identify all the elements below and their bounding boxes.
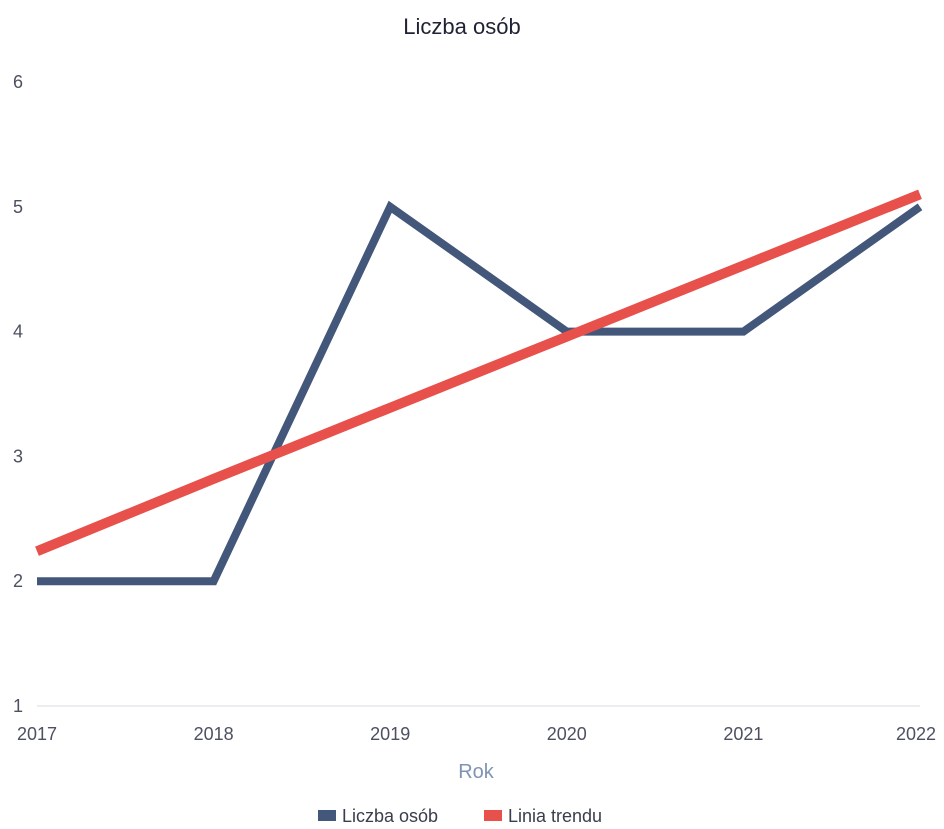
legend-swatch	[484, 810, 502, 821]
x-tick-label: 2020	[547, 724, 587, 744]
y-tick-label: 6	[13, 72, 23, 92]
series-line-liczba-osob	[37, 200, 923, 586]
legend-label: Liczba osób	[342, 806, 438, 826]
legend-swatch	[318, 810, 336, 821]
series-line-linia-trendu	[35, 189, 922, 556]
x-tick-label: 2022	[896, 724, 936, 744]
legend-label: Linia trendu	[508, 806, 602, 826]
y-tick-label: 2	[13, 571, 23, 591]
y-tick-label: 4	[13, 322, 23, 342]
x-tick-label: 2019	[370, 724, 410, 744]
y-tick-label: 5	[13, 197, 23, 217]
x-tick-label: 2017	[17, 724, 57, 744]
chart-title: Liczba osób	[403, 14, 520, 39]
x-tick-label: 2018	[194, 724, 234, 744]
y-tick-label: 3	[13, 446, 23, 466]
x-axis-title: Rok	[458, 761, 495, 783]
y-tick-label: 1	[13, 696, 23, 716]
x-tick-label: 2021	[723, 724, 763, 744]
